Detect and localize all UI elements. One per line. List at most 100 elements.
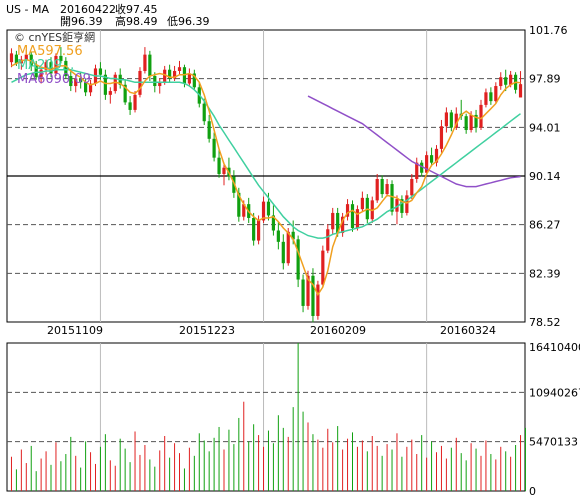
candle-body <box>489 92 493 102</box>
volume-panel-frame <box>6 342 526 492</box>
candle-body <box>410 179 414 196</box>
ma5-line <box>11 58 521 297</box>
candle-body <box>504 77 508 85</box>
candle-body <box>266 201 271 216</box>
candle-body <box>341 216 345 234</box>
candle-body <box>187 73 191 84</box>
candle-body <box>44 62 48 70</box>
candle-body <box>425 155 429 173</box>
candle-body <box>380 179 384 195</box>
candle-body <box>474 114 478 128</box>
candle-body <box>261 201 266 221</box>
price-y-tick-label: 82.39 <box>529 267 561 280</box>
candle-body <box>444 112 448 127</box>
high-label: 高98.49 <box>115 15 158 28</box>
candle-body <box>158 82 162 87</box>
candle-body <box>39 69 43 78</box>
candle-body <box>395 199 399 212</box>
candle-body <box>24 54 28 60</box>
date-label: 20160422 <box>60 3 116 16</box>
candle-body <box>286 231 290 264</box>
candle-body <box>420 162 424 173</box>
candle-body <box>143 54 147 71</box>
candle-body <box>172 70 177 79</box>
candle-body <box>59 55 63 61</box>
symbol-label: US - MA <box>6 3 50 16</box>
legend-ma5: MA597.56 <box>17 44 83 59</box>
candle-body <box>222 167 226 174</box>
candle-body <box>449 112 453 128</box>
low-label: 低96.39 <box>167 15 210 28</box>
candle-body <box>256 220 261 241</box>
candle-body <box>79 78 83 83</box>
candle-body <box>296 239 300 280</box>
candle-body <box>242 204 246 217</box>
candle-body <box>415 162 419 180</box>
candle-body <box>202 103 206 122</box>
watermark-text: © cnYES鉅亨網 <box>14 30 95 44</box>
candle-body <box>390 184 394 212</box>
x-tick-label: 20160324 <box>440 324 496 337</box>
volume-y-tick-label: 10940267 <box>529 386 580 399</box>
candle-body <box>123 84 127 103</box>
candle-body <box>385 184 389 195</box>
candle-body <box>69 75 73 87</box>
candle-body <box>301 279 305 306</box>
price-y-tick-label: 97.89 <box>529 73 561 86</box>
candle-body <box>400 199 404 213</box>
candle-body <box>168 69 172 79</box>
candle-body <box>276 230 280 242</box>
candle-body <box>207 121 211 139</box>
candle-body <box>429 155 434 163</box>
candle-body <box>177 67 182 71</box>
candle-body <box>133 94 137 110</box>
candle-body <box>291 231 295 240</box>
price-y-tick-label: 86.27 <box>529 219 561 232</box>
candle-body <box>499 77 503 87</box>
candle-body <box>405 195 409 213</box>
candle-body <box>108 91 112 95</box>
candle-body <box>360 197 364 210</box>
candle-body <box>237 192 241 217</box>
candle-body <box>336 212 340 234</box>
candle-body <box>375 179 379 201</box>
candle-body <box>454 113 458 128</box>
candle-body <box>163 69 167 83</box>
price-y-tick-label: 78.52 <box>529 316 561 329</box>
candle-body <box>311 275 315 316</box>
candle-body <box>350 204 355 229</box>
volume-y-tick-label: 0 <box>529 485 536 498</box>
candle-body <box>355 209 360 229</box>
candle-body <box>54 55 58 74</box>
candle-body <box>479 104 483 128</box>
candle-body <box>326 229 330 251</box>
candle-body <box>271 215 276 231</box>
candle-body <box>464 116 468 131</box>
candle-body <box>252 217 256 241</box>
candle-body <box>64 60 68 76</box>
candle-body <box>98 68 103 75</box>
candle-body <box>217 157 221 174</box>
price-y-tick-label: 90.14 <box>529 170 561 183</box>
x-tick-label: 20160209 <box>310 324 366 337</box>
candle-body <box>14 54 19 64</box>
ma20-line <box>11 68 521 239</box>
legend-ma60: MA6090.09 <box>17 72 91 87</box>
price-y-tick-label: 94.01 <box>529 121 561 134</box>
candle-body <box>345 204 350 217</box>
candle-body <box>281 241 285 264</box>
candle-body <box>49 62 53 74</box>
candle-body <box>494 86 498 102</box>
candle-body <box>148 54 152 76</box>
candle-body <box>84 82 88 93</box>
ma60-line <box>307 95 521 188</box>
legend-ma20: MA209... <box>17 58 74 73</box>
candle-body <box>331 212 335 230</box>
candle-body <box>74 78 78 87</box>
candle-body <box>316 284 320 316</box>
candle-body <box>153 75 157 87</box>
candle-body <box>321 250 325 285</box>
candle-body <box>306 275 310 306</box>
candle-body <box>192 73 196 88</box>
